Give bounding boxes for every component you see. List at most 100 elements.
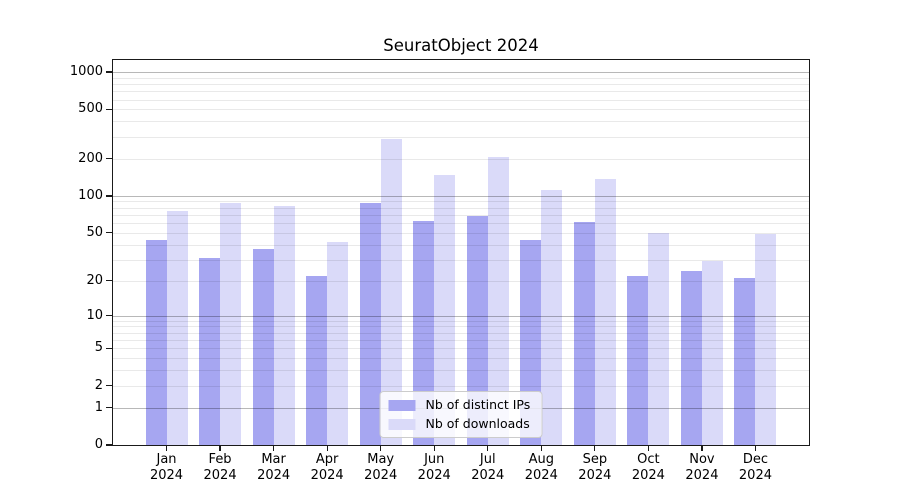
gridline-minor [113, 201, 809, 203]
x-tick-year: 2024 [471, 467, 505, 483]
x-tick-label: Dec 2024 [720, 452, 790, 483]
y-tick-label: 10 [86, 307, 103, 323]
bar-downloads [755, 233, 777, 445]
x-tick-label: Aug 2024 [506, 452, 576, 483]
bar-distinct-ips [252, 248, 274, 445]
x-tick [326, 445, 328, 451]
gridline-minor [113, 320, 809, 322]
bar-downloads [273, 205, 295, 445]
y-tick-label: 2 [94, 377, 103, 393]
x-tick-month: Jul [479, 452, 496, 467]
x-tick [701, 445, 703, 451]
x-tick-year: 2024 [738, 467, 772, 483]
y-tick [106, 232, 113, 234]
bar-downloads [701, 261, 723, 445]
bar-downloads [327, 241, 349, 445]
bar-distinct-ips [145, 239, 167, 445]
gridline-minor [113, 121, 809, 123]
x-tick [647, 445, 650, 451]
gridline-minor [113, 223, 809, 225]
x-tick [380, 445, 382, 451]
gridline-minor [113, 207, 809, 209]
bar-distinct-ips [306, 275, 328, 445]
chart-title: SeuratObject 2024 [383, 36, 539, 55]
x-tick-month: Feb [208, 452, 232, 467]
x-tick [219, 445, 221, 451]
x-tick [594, 445, 596, 451]
bar-distinct-ips [680, 271, 702, 445]
gridline-minor [113, 332, 809, 334]
gridline-minor [113, 370, 809, 372]
bar-downloads [541, 189, 563, 445]
bar-downloads [220, 203, 242, 445]
y-tick [106, 195, 113, 197]
y-tick [106, 444, 113, 446]
y-tick-label: 0 [94, 437, 103, 452]
x-tick-month: Dec [742, 452, 769, 467]
x-tick-label: May 2024 [346, 452, 416, 483]
gridline-minor [113, 326, 809, 328]
ips-swatch [388, 399, 416, 411]
x-tick-year: 2024 [310, 467, 344, 483]
bar-downloads [487, 157, 509, 445]
gridline-major [113, 195, 809, 197]
x-tick-year: 2024 [631, 467, 665, 483]
gridline-major [113, 72, 809, 74]
gridline-minor [113, 109, 809, 111]
y-tick [106, 347, 113, 349]
x-tick [540, 445, 542, 451]
gridline-minor [113, 339, 809, 341]
gridline-minor [113, 232, 809, 234]
y-tick-label: 100 [78, 187, 103, 203]
downloads-swatch [388, 418, 416, 430]
x-tick-year: 2024 [257, 467, 291, 483]
y-tick-label: 500 [78, 101, 103, 117]
gridline-minor [113, 158, 809, 160]
x-tick-label: Sep 2024 [560, 452, 630, 483]
bar-distinct-ips [627, 275, 649, 445]
gridline-minor [113, 385, 809, 387]
y-tick-label: 5 [94, 340, 103, 356]
x-tick-label: Jan 2024 [132, 452, 202, 483]
gridline-minor [113, 348, 809, 350]
gridline-minor [113, 259, 809, 261]
y-tick [106, 158, 113, 160]
y-tick [106, 314, 113, 317]
x-tick-month: Aug [528, 452, 554, 467]
y-tick-label: 200 [78, 150, 103, 166]
y-tick-label: 20 [86, 272, 103, 288]
x-tick-month: May [367, 452, 395, 467]
x-tick [165, 445, 168, 451]
gridline-minor [113, 84, 809, 86]
plot-area: Nb of distinct IPs Nb of downloads [113, 60, 809, 445]
bar-downloads [166, 210, 188, 445]
x-tick-label: Apr 2024 [292, 452, 362, 483]
legend-label-distinct-ips: Nb of distinct IPs [425, 397, 531, 412]
bar-distinct-ips [573, 222, 595, 445]
legend-label-downloads: Nb of downloads [425, 416, 530, 431]
x-tick-year: 2024 [203, 467, 237, 483]
x-tick-label: Nov 2024 [667, 452, 737, 483]
x-tick-year: 2024 [364, 467, 398, 483]
x-tick-label: Oct 2024 [613, 452, 683, 483]
y-tick-label: 1 [94, 399, 103, 415]
y-tick [106, 71, 113, 73]
bar-downloads [648, 232, 670, 445]
x-tick-label: Jul 2024 [453, 452, 523, 483]
x-tick-month: Oct [637, 452, 660, 467]
bar-distinct-ips [359, 202, 381, 445]
x-tick-year: 2024 [524, 467, 558, 483]
x-tick-month: Nov [689, 452, 715, 467]
bar-downloads [594, 178, 616, 445]
x-tick [433, 445, 435, 451]
bar-distinct-ips [199, 257, 221, 445]
y-tick [106, 108, 113, 111]
bar-downloads [434, 174, 456, 445]
x-tick [272, 445, 275, 451]
gridline-major [113, 315, 809, 317]
x-tick [487, 445, 489, 451]
x-tick-label: Mar 2024 [239, 452, 309, 483]
y-tick-label: 50 [86, 224, 103, 240]
x-tick-month: Jun [424, 452, 445, 467]
